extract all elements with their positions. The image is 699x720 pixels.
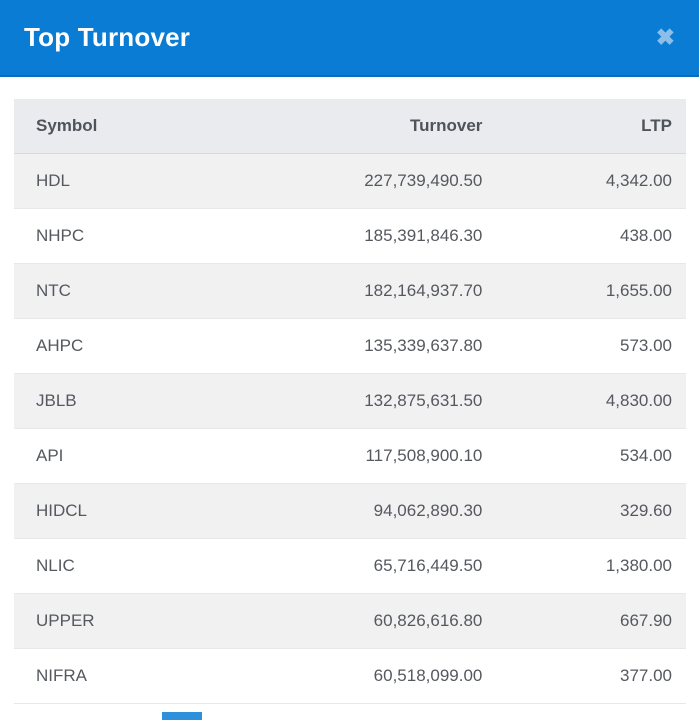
turnover-cell: 60,518,099.00	[373, 665, 483, 685]
symbol-cell: NTC	[36, 280, 71, 300]
symbol-cell: NHPC	[36, 225, 85, 245]
symbol-cell: AHPC	[36, 335, 84, 355]
table-body: HDL 227,739,490.50 4,342.00 NHPC 185,391…	[14, 153, 686, 703]
table-header: Symbol Turnover LTP	[14, 99, 686, 154]
table-header-row: Symbol Turnover LTP	[14, 99, 686, 154]
turnover-cell: 60,826,616.80	[373, 610, 483, 630]
symbol-cell: HIDCL	[36, 500, 88, 520]
column-header-symbol: Symbol	[14, 99, 223, 154]
turnover-cell: 65,716,449.50	[373, 555, 483, 575]
ltp-cell: 573.00	[620, 335, 672, 355]
turnover-cell: 94,062,890.30	[373, 500, 483, 520]
column-header-ltp: LTP	[484, 99, 686, 154]
turnover-cell: 227,739,490.50	[364, 170, 483, 190]
table-row: NTC 182,164,937.70 1,655.00	[14, 263, 686, 318]
symbol-cell: API	[36, 445, 64, 465]
symbol-cell: JBLB	[36, 390, 77, 410]
turnover-cell: 185,391,846.30	[364, 225, 483, 245]
table-row: NIFRA 60,518,099.00 377.00	[14, 648, 686, 703]
symbol-cell: HDL	[36, 170, 71, 190]
ltp-cell: 667.90	[620, 610, 672, 630]
turnover-cell: 135,339,637.80	[364, 335, 483, 355]
table-row: AHPC 135,339,637.80 573.00	[14, 318, 686, 373]
ltp-cell: 4,342.00	[605, 170, 672, 190]
turnover-cell: 117,508,900.10	[365, 445, 483, 465]
modal-header: Top Turnover ✖	[0, 0, 699, 77]
table-row: HDL 227,739,490.50 4,342.00	[14, 153, 686, 208]
table-row: UPPER 60,826,616.80 667.90	[14, 593, 686, 648]
pagination-active-page[interactable]	[162, 712, 202, 720]
ltp-cell: 1,380.00	[605, 555, 672, 575]
ltp-cell: 377.00	[620, 665, 672, 685]
table-row: NLIC 65,716,449.50 1,380.00	[14, 538, 686, 593]
ltp-cell: 1,655.00	[605, 280, 672, 300]
symbol-cell: NIFRA	[36, 665, 87, 685]
ltp-cell: 534.00	[620, 445, 672, 465]
turnover-cell: 132,875,631.50	[364, 390, 483, 410]
ltp-cell: 329.60	[620, 500, 672, 520]
table-container: Symbol Turnover LTP HDL 227,739,490.50 4…	[14, 99, 686, 704]
close-icon: ✖	[655, 24, 675, 50]
symbol-cell: UPPER	[36, 610, 95, 630]
table-row: NHPC 185,391,846.30 438.00	[14, 208, 686, 263]
top-turnover-table: Symbol Turnover LTP HDL 227,739,490.50 4…	[14, 99, 686, 704]
column-header-turnover: Turnover	[222, 99, 485, 154]
symbol-cell: NLIC	[36, 555, 75, 575]
table-row: API 117,508,900.10 534.00	[14, 428, 686, 483]
close-button[interactable]: ✖	[652, 22, 679, 53]
ltp-cell: 438.00	[620, 225, 672, 245]
ltp-cell: 4,830.00	[605, 390, 672, 410]
turnover-cell: 182,164,937.70	[364, 280, 483, 300]
table-row: HIDCL 94,062,890.30 329.60	[14, 483, 686, 538]
modal-title: Top Turnover	[24, 22, 191, 52]
table-row: JBLB 132,875,631.50 4,830.00	[14, 373, 686, 428]
